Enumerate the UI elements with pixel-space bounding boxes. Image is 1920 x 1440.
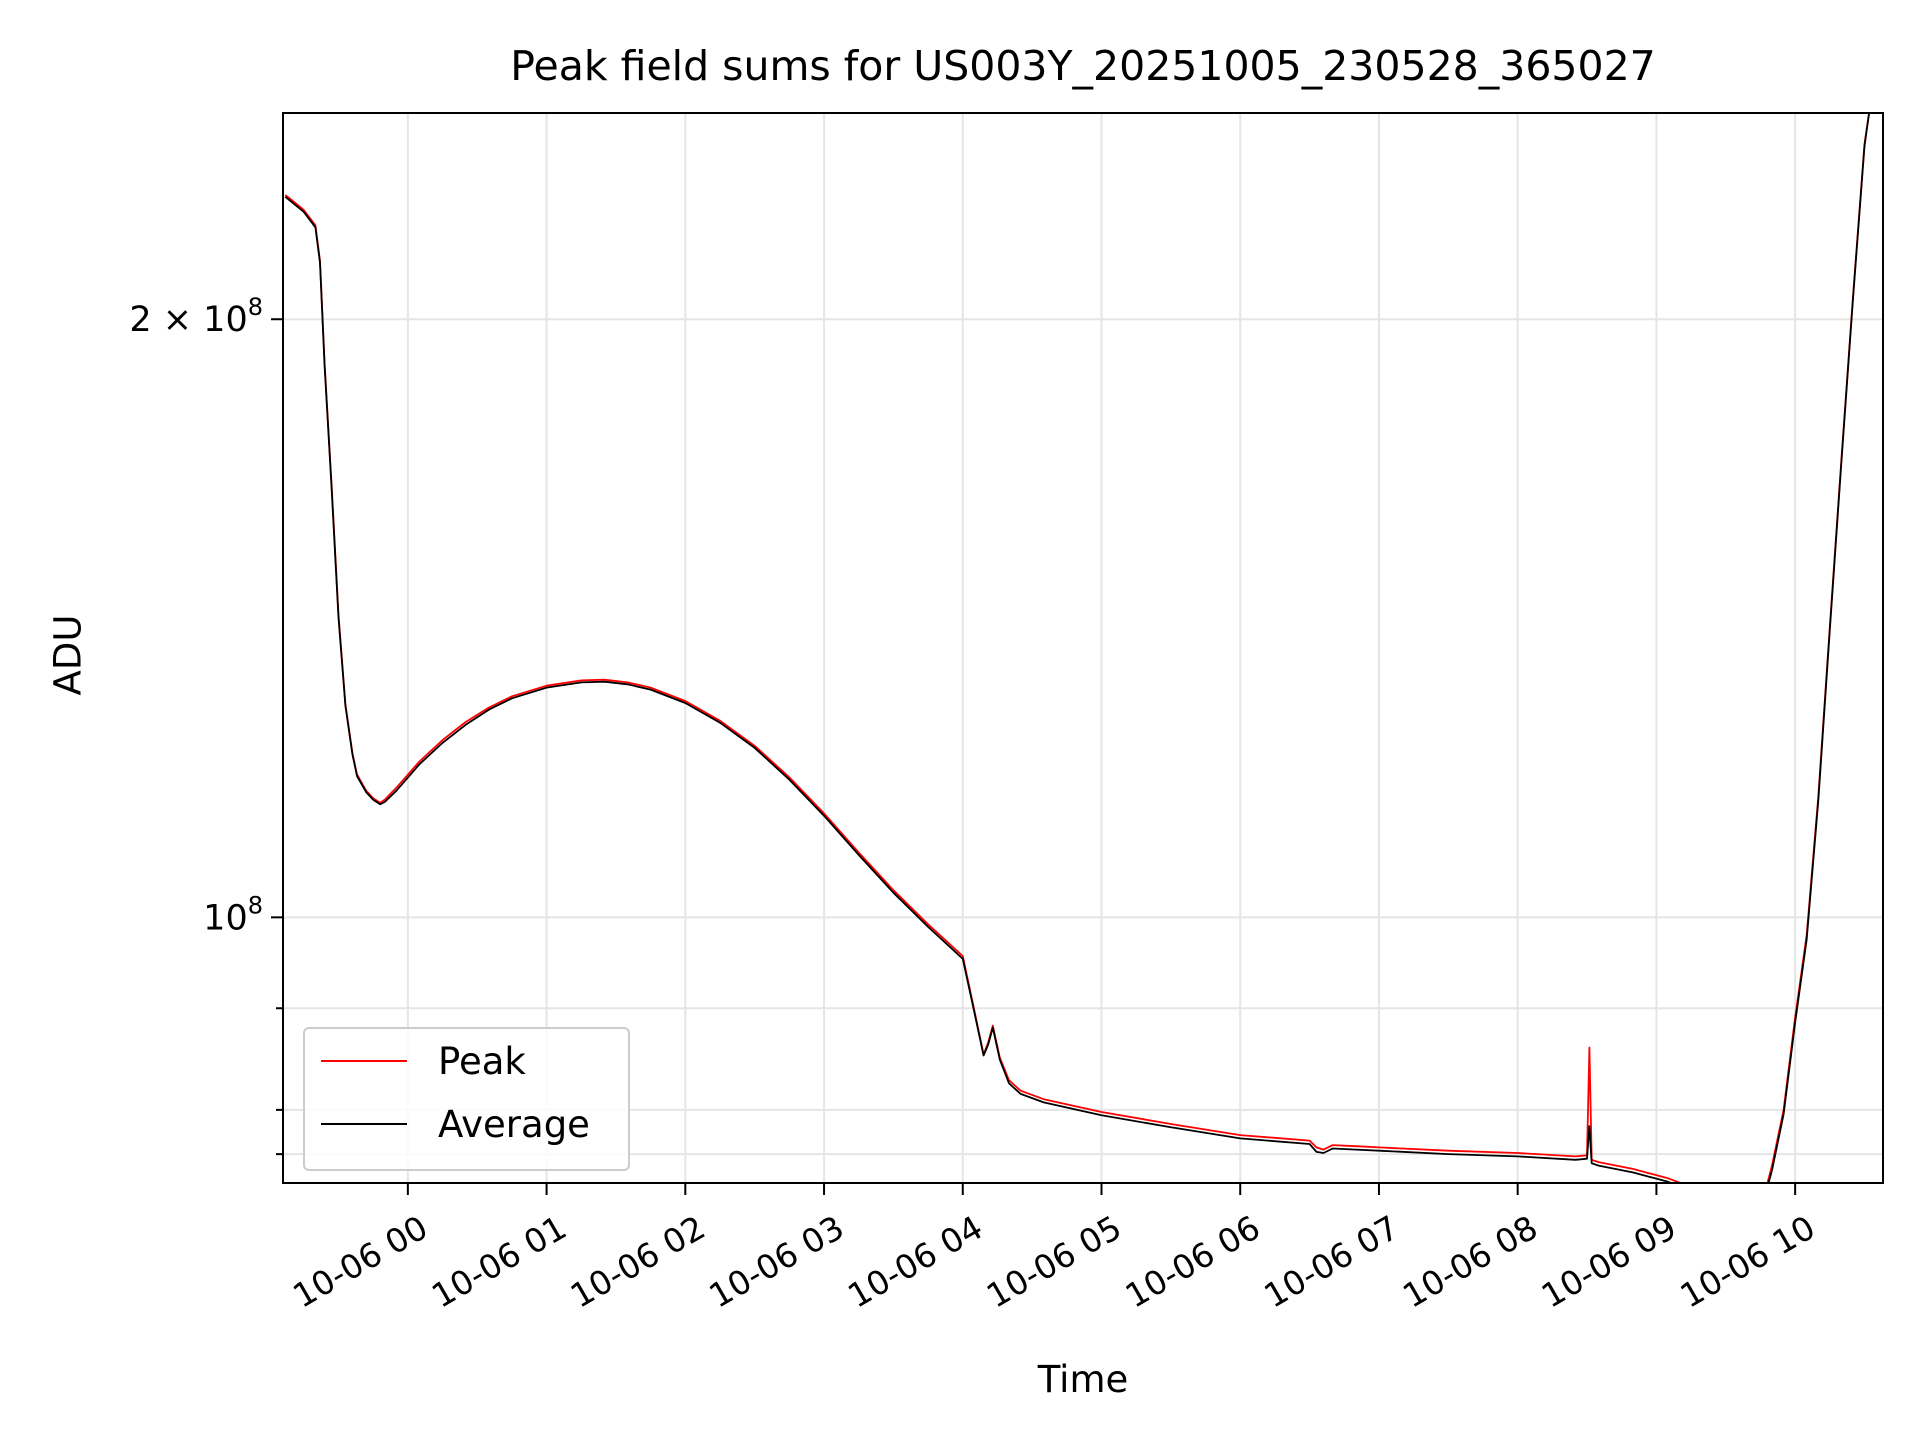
grid (283, 113, 1883, 1183)
legend-swatch-average (321, 1123, 407, 1125)
series-line-average (284, 113, 1870, 1183)
x-tick-label: 10-06 01 (425, 1208, 573, 1316)
y-tick-label: 108 (203, 891, 263, 938)
y-axis-label: ADU (46, 614, 90, 696)
legend-swatch-peak (321, 1060, 407, 1062)
legend: Peak Average (303, 1027, 630, 1171)
x-tick-label: 10-06 10 (1674, 1208, 1822, 1316)
x-tick-label: 10-06 03 (702, 1208, 850, 1316)
legend-label-average: Average (438, 1102, 590, 1146)
y-tick-label: 2 × 108 (129, 293, 263, 340)
x-tick-label: 10-06 07 (1257, 1208, 1405, 1316)
x-tick-label: 10-06 04 (841, 1208, 989, 1316)
legend-item-average: Average (321, 1102, 590, 1146)
x-axis-label: Time (1037, 1358, 1129, 1401)
x-tick-label: 10-06 00 (286, 1208, 434, 1316)
x-tick-label: 10-06 09 (1535, 1208, 1683, 1316)
plot-area-frame (282, 112, 1884, 1184)
chart-title: Peak field sums for US003Y_20251005_2305… (510, 42, 1656, 90)
series-lines (284, 113, 1870, 1183)
x-tick-label: 10-06 06 (1119, 1208, 1267, 1316)
x-tick-label: 10-06 08 (1396, 1208, 1544, 1316)
legend-item-peak: Peak (321, 1039, 526, 1083)
x-tick-label: 10-06 05 (980, 1208, 1128, 1316)
legend-label-peak: Peak (438, 1039, 526, 1083)
x-tick-label: 10-06 02 (564, 1208, 712, 1316)
